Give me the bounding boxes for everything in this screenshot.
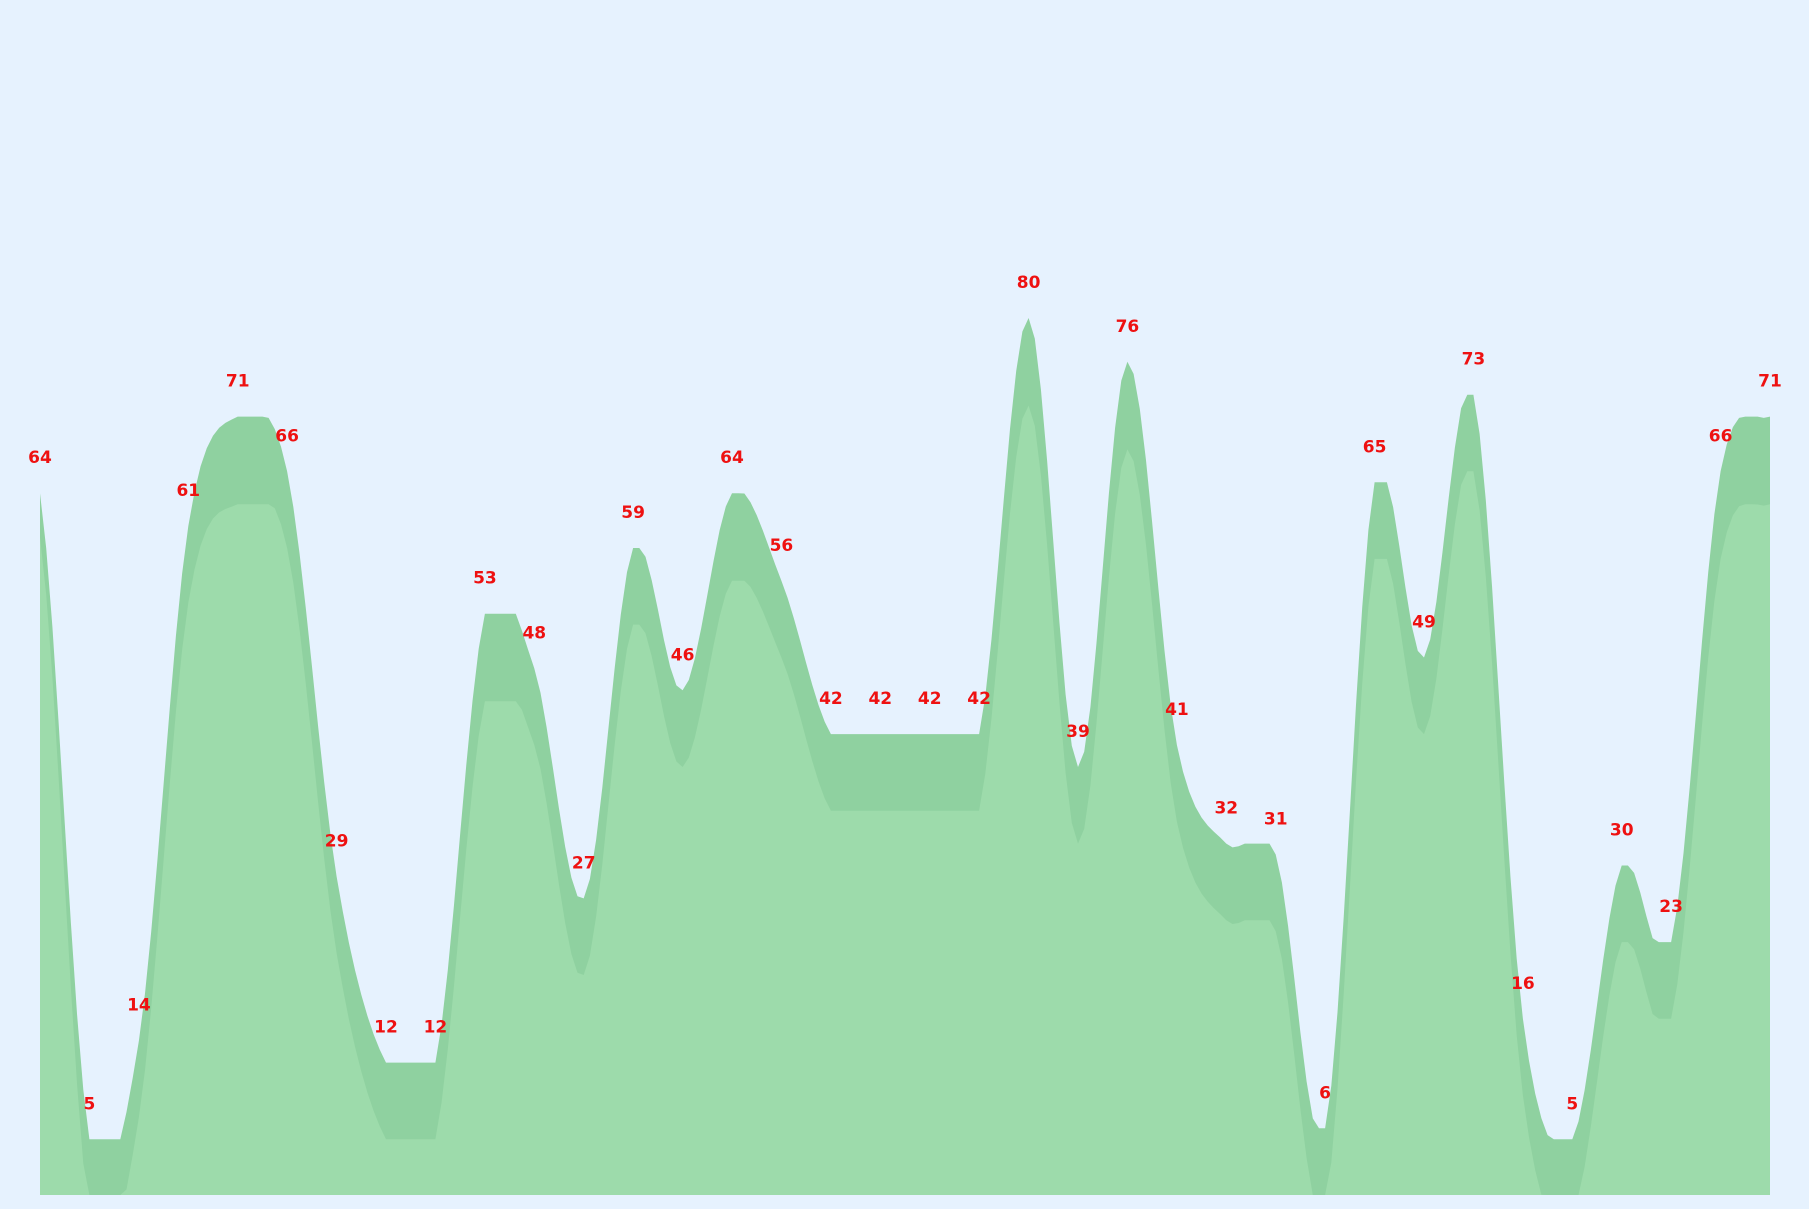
data-label: 29 <box>325 832 349 852</box>
data-label: 5 <box>1566 1094 1578 1114</box>
data-label: 41 <box>1165 700 1189 720</box>
data-label: 42 <box>918 689 942 709</box>
data-label: 42 <box>967 689 991 709</box>
data-label: 42 <box>868 689 892 709</box>
data-label: 48 <box>522 623 546 643</box>
data-label: 53 <box>473 569 497 589</box>
data-label: 6 <box>1319 1083 1331 1103</box>
data-label: 76 <box>1116 317 1140 337</box>
data-label: 56 <box>770 536 794 556</box>
data-label: 27 <box>572 853 596 873</box>
data-label: 71 <box>1758 372 1782 392</box>
data-label: 42 <box>819 689 843 709</box>
data-label: 39 <box>1066 722 1090 742</box>
data-label: 32 <box>1214 799 1238 819</box>
data-label: 49 <box>1412 613 1436 633</box>
data-label: 65 <box>1363 437 1387 457</box>
data-label: 59 <box>621 503 645 523</box>
data-label: 66 <box>275 426 299 446</box>
data-label: 46 <box>671 645 695 665</box>
data-label: 61 <box>176 481 200 501</box>
data-label: 73 <box>1462 350 1486 370</box>
data-label: 16 <box>1511 974 1535 994</box>
data-label: 80 <box>1017 273 1041 293</box>
data-label: 71 <box>226 372 250 392</box>
data-label: 31 <box>1264 810 1288 830</box>
data-label: 64 <box>720 448 744 468</box>
data-label: 64 <box>28 448 52 468</box>
data-label: 5 <box>83 1094 95 1114</box>
data-label: 66 <box>1709 426 1733 446</box>
data-label: 14 <box>127 996 151 1016</box>
data-label: 23 <box>1659 897 1683 917</box>
data-label: 12 <box>424 1018 448 1038</box>
data-label: 12 <box>374 1018 398 1038</box>
data-label: 30 <box>1610 821 1634 841</box>
area-layer <box>40 318 1770 1196</box>
area-series-2 <box>40 405 1770 1196</box>
